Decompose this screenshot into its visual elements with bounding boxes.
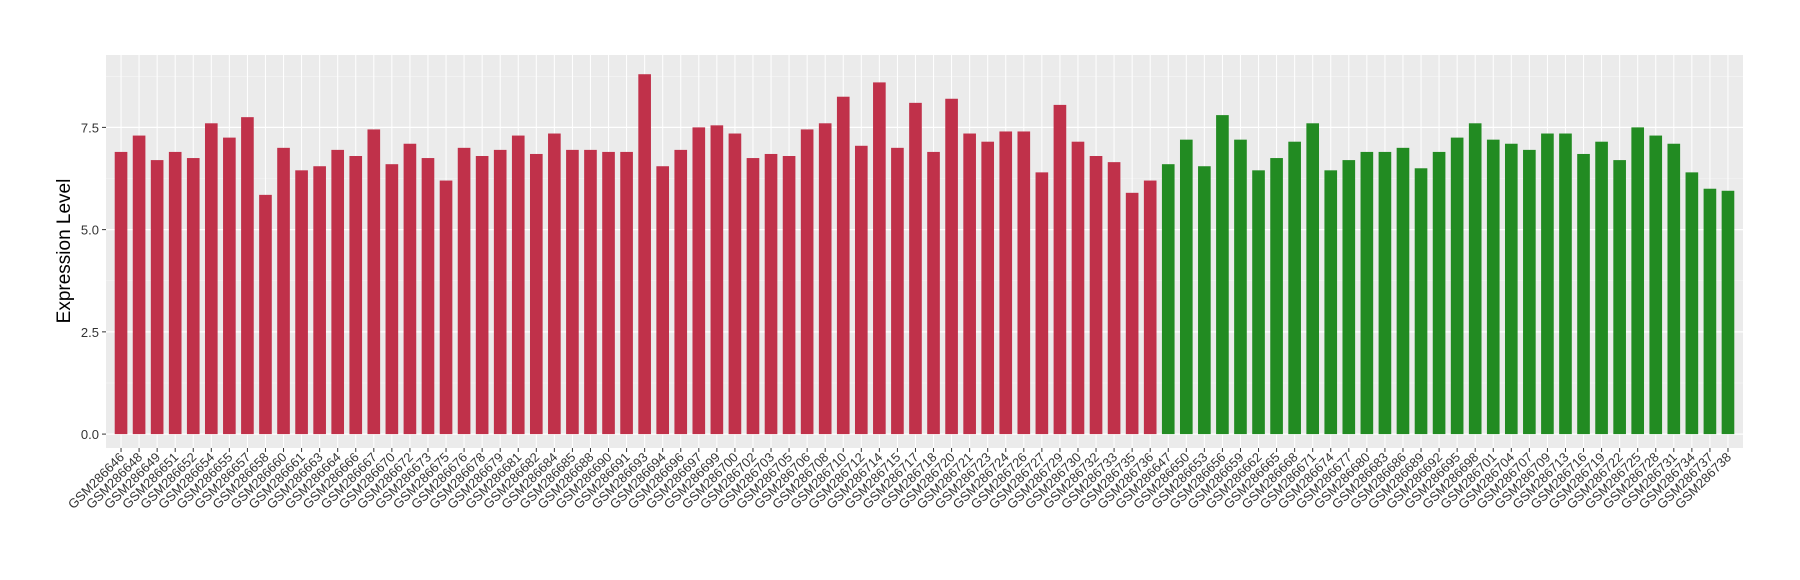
bar (295, 170, 308, 435)
bar (493, 149, 507, 435)
bar (1468, 123, 1482, 435)
bar (1486, 139, 1500, 435)
bar (150, 160, 164, 435)
bar (656, 166, 670, 435)
bar (746, 158, 760, 435)
bar (909, 102, 922, 435)
bar (1595, 141, 1608, 435)
bar (1631, 127, 1645, 435)
bar (223, 137, 236, 435)
bar (1541, 133, 1554, 435)
bar (1577, 153, 1590, 435)
bar (529, 153, 543, 435)
bar (186, 158, 200, 435)
bar (1649, 135, 1663, 435)
bar (1161, 164, 1175, 435)
bar (1559, 133, 1572, 435)
bar (566, 149, 579, 435)
bar (638, 74, 651, 435)
bar (782, 156, 796, 435)
bar (1270, 158, 1283, 435)
bar (1252, 170, 1265, 435)
bar (1432, 151, 1446, 435)
bar (1396, 147, 1410, 435)
bar (873, 82, 886, 435)
bar (891, 147, 904, 435)
bar (1143, 180, 1157, 435)
bar (602, 151, 615, 435)
bar (674, 149, 688, 435)
bar (331, 149, 345, 435)
bar (548, 133, 561, 435)
bar (1378, 151, 1392, 435)
bar (1721, 190, 1735, 435)
bar (475, 156, 489, 435)
bar (1667, 143, 1681, 435)
bar (710, 125, 724, 435)
bar (277, 147, 290, 435)
bar (999, 131, 1013, 435)
bar (1179, 139, 1193, 435)
bar (620, 151, 633, 435)
bar (403, 143, 417, 435)
bar (1071, 141, 1085, 435)
bar (1450, 137, 1464, 435)
bar (1306, 123, 1320, 435)
bar (692, 127, 706, 435)
bar (1125, 192, 1139, 435)
bar (1234, 139, 1247, 435)
bar (584, 149, 597, 435)
bar (1035, 172, 1049, 435)
bar (818, 123, 832, 435)
bar (367, 129, 381, 435)
bar (764, 153, 778, 435)
bar (1288, 141, 1301, 435)
y-tick-label: 7.5 (81, 120, 99, 135)
bar (1198, 166, 1211, 435)
bar (836, 96, 850, 435)
y-tick-label: 2.5 (81, 325, 99, 340)
bar (313, 166, 326, 435)
bar (1017, 131, 1031, 435)
bar (168, 151, 182, 435)
bar (981, 141, 995, 435)
bar (1414, 168, 1428, 435)
y-axis-title: Expression Level (54, 179, 75, 324)
bar (1216, 115, 1229, 435)
bar (1703, 188, 1717, 435)
bar (963, 133, 976, 435)
bar (511, 135, 525, 435)
bar (349, 156, 363, 435)
bar (457, 147, 471, 435)
bar (259, 194, 272, 435)
bar (421, 158, 435, 435)
bar (927, 151, 940, 435)
bar (1107, 162, 1121, 435)
bar (385, 164, 399, 435)
bar (439, 180, 453, 435)
bar (1504, 143, 1518, 435)
bar (204, 123, 218, 435)
bar (114, 151, 128, 435)
bar (1324, 170, 1338, 435)
bar (1613, 160, 1626, 435)
bar (1523, 149, 1536, 435)
bar (1342, 160, 1356, 435)
bar (854, 145, 868, 435)
bar (132, 135, 146, 435)
bar (1685, 172, 1699, 435)
bar (800, 129, 814, 435)
bar (728, 133, 742, 435)
bar (241, 117, 254, 435)
y-tick-label: 5.0 (81, 223, 99, 238)
y-tick-label: 0.0 (81, 427, 99, 442)
bar (1360, 151, 1374, 435)
bar (945, 98, 958, 435)
bar (1089, 156, 1103, 435)
bar (1053, 104, 1067, 435)
